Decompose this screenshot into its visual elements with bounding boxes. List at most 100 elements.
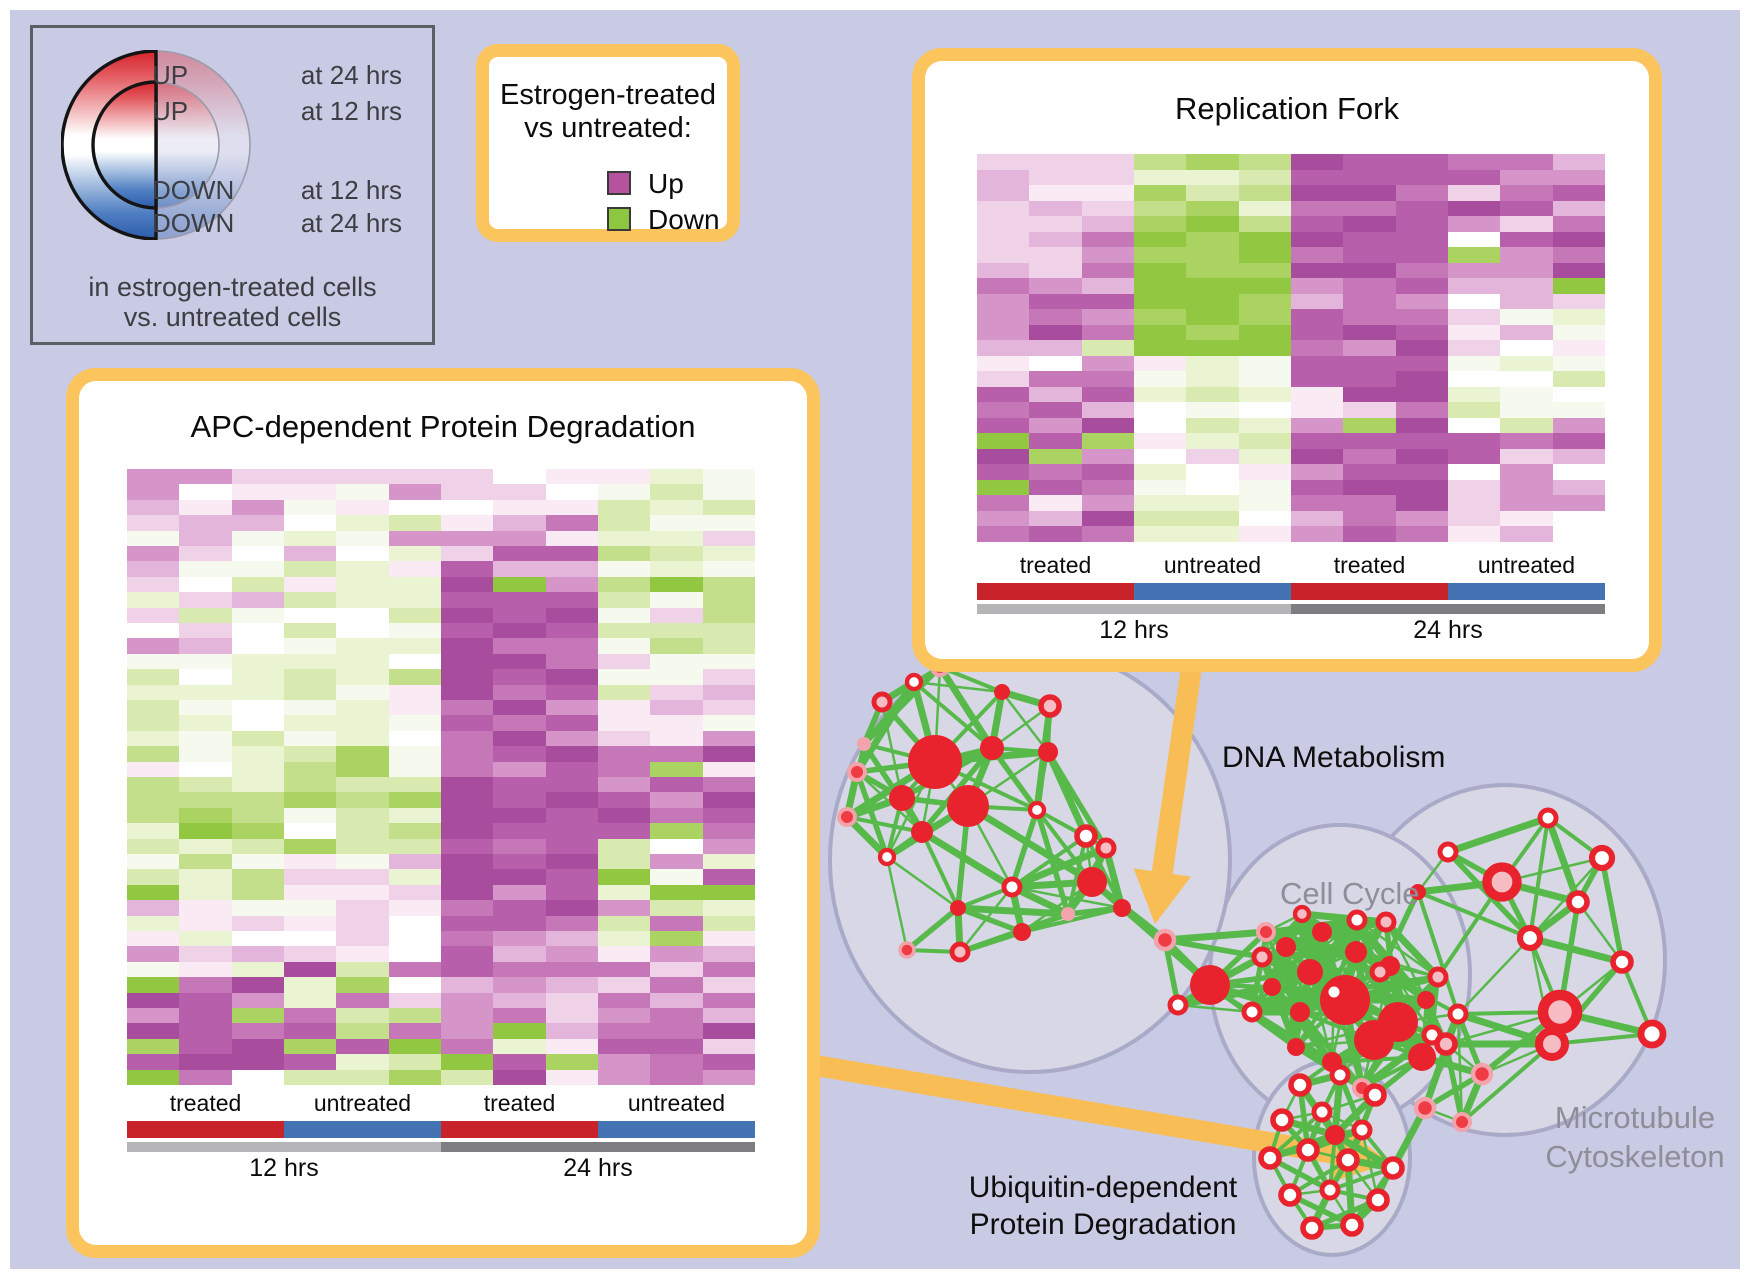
heatmap-cell bbox=[1447, 371, 1501, 387]
network-edge bbox=[1298, 1083, 1324, 1114]
network-edge bbox=[1544, 816, 1582, 904]
gene-node-solid bbox=[1408, 1043, 1436, 1071]
network-edge bbox=[1423, 998, 1449, 1046]
heatmap-cell bbox=[283, 900, 337, 916]
heatmap-cell bbox=[977, 169, 1030, 186]
network-edge bbox=[1209, 955, 1263, 987]
heatmap-cell bbox=[1500, 324, 1553, 341]
network-edge bbox=[845, 743, 866, 818]
network-edge bbox=[863, 742, 936, 764]
heatmap-cell bbox=[388, 653, 441, 670]
network-edge bbox=[964, 746, 996, 808]
heatmap-cell bbox=[179, 884, 232, 901]
network-edge bbox=[1379, 971, 1447, 1045]
heatmap-cell bbox=[283, 715, 337, 731]
network-edge bbox=[1162, 937, 1213, 988]
color-key-title-line: Estrogen-treated bbox=[499, 79, 716, 111]
heatmap-cell bbox=[283, 761, 337, 777]
heatmap-cell bbox=[283, 930, 337, 947]
heatmap-cell bbox=[1081, 448, 1134, 465]
heatmap-cell bbox=[650, 515, 703, 531]
heatmap-cell bbox=[1186, 495, 1239, 511]
down-color-swatch bbox=[607, 207, 631, 231]
heatmap-cell bbox=[179, 638, 232, 654]
network-edge bbox=[1089, 846, 1109, 884]
heatmap-cell bbox=[231, 1054, 284, 1070]
network-edge bbox=[880, 665, 942, 704]
heatmap-cell bbox=[650, 499, 703, 516]
heatmap-cell bbox=[388, 484, 441, 500]
network-edge bbox=[1349, 1197, 1381, 1228]
network-edge bbox=[1396, 997, 1428, 1025]
network-edge bbox=[1021, 912, 1069, 934]
heatmap-cell bbox=[1133, 216, 1187, 232]
network-edge bbox=[1528, 937, 1562, 1013]
heatmap-cell bbox=[1343, 355, 1396, 372]
treatment-label: treated bbox=[1019, 552, 1092, 578]
heatmap-cell bbox=[1343, 402, 1396, 418]
heatmap-cell bbox=[336, 977, 389, 993]
network-edge bbox=[1308, 1188, 1334, 1230]
heatmap-cell bbox=[1133, 417, 1187, 434]
heatmap-cell bbox=[440, 1038, 494, 1055]
heatmap-cell bbox=[493, 499, 546, 516]
network-edge bbox=[1036, 808, 1107, 850]
gene-node-solid bbox=[1417, 991, 1435, 1009]
heatmap-cell bbox=[388, 869, 441, 885]
heatmap-cell bbox=[1552, 355, 1605, 372]
network-edge bbox=[1294, 1044, 1364, 1091]
network-edge bbox=[1332, 1092, 1378, 1138]
heatmap-cell bbox=[1343, 262, 1396, 279]
network-edge bbox=[1333, 990, 1423, 1059]
heatmap-cell bbox=[597, 776, 651, 793]
heatmap-cell bbox=[388, 853, 441, 870]
heatmap-cell bbox=[440, 499, 494, 516]
network-edge bbox=[855, 743, 866, 773]
gene-node-solid bbox=[1354, 1020, 1394, 1060]
network-edge bbox=[1575, 856, 1605, 904]
network-edge bbox=[1251, 931, 1323, 1013]
gene-node-ring-white bbox=[1300, 1216, 1324, 1240]
heatmap-cell bbox=[1238, 433, 1291, 449]
heatmap-cell bbox=[545, 638, 598, 654]
legend-time: at 12 hrs bbox=[300, 175, 402, 205]
gene-node-ring-white bbox=[904, 672, 924, 692]
heatmap-cell bbox=[283, 1038, 337, 1055]
heatmap-cell bbox=[1500, 433, 1553, 449]
heatmap-cell bbox=[977, 479, 1030, 496]
gene-node-ring-pink bbox=[949, 941, 971, 963]
network-edge bbox=[1284, 944, 1336, 995]
gene-node-ring-white bbox=[1363, 1083, 1387, 1107]
heatmap-cell bbox=[283, 1007, 337, 1024]
network-edge bbox=[1265, 912, 1303, 934]
heatmap-cell bbox=[231, 761, 284, 777]
heatmap-cell bbox=[1447, 154, 1501, 170]
heatmap-cell bbox=[440, 838, 494, 854]
heatmap-cell bbox=[1081, 169, 1134, 186]
heatmap-cell bbox=[231, 499, 284, 516]
heatmap-cell bbox=[1447, 169, 1501, 186]
heatmap-cell bbox=[545, 607, 598, 623]
heatmap-cell bbox=[179, 869, 232, 885]
network-edge bbox=[1416, 891, 1460, 1015]
heatmap-cell bbox=[388, 638, 441, 654]
gene-node-ring-pink bbox=[1534, 1026, 1570, 1062]
heatmap-cell bbox=[127, 853, 180, 870]
heatmap-cell bbox=[1447, 464, 1501, 480]
heatmap-cell bbox=[388, 715, 441, 731]
network-edge bbox=[846, 815, 923, 834]
heatmap-cell bbox=[179, 715, 232, 731]
heatmap-cell bbox=[283, 869, 337, 885]
heatmap-cell bbox=[1395, 464, 1448, 480]
network-edge bbox=[1280, 1084, 1302, 1121]
up-color-swatch bbox=[607, 171, 631, 195]
heatmap-cell bbox=[179, 992, 232, 1008]
network-edge bbox=[1321, 930, 1357, 954]
network-edge bbox=[1260, 953, 1312, 976]
heatmap-cell bbox=[336, 853, 389, 870]
heatmap-cell bbox=[650, 669, 703, 685]
cluster-ellipse-ubiq bbox=[1252, 1059, 1412, 1257]
heatmap-cell bbox=[127, 499, 180, 516]
gene-node-ring-white bbox=[1027, 800, 1047, 820]
